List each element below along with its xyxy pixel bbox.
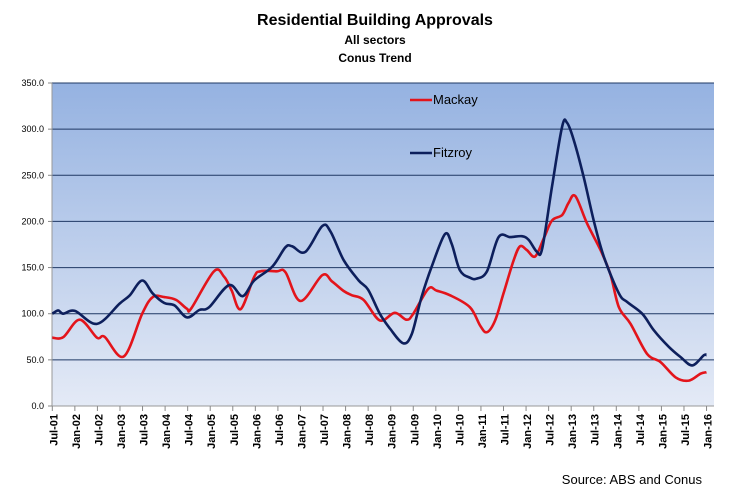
chart-title: Residential Building Approvals <box>257 12 493 29</box>
x-tick-label: Jul-11 <box>500 414 512 445</box>
x-tick-label: Jan-09 <box>387 414 399 449</box>
x-tick-label: Jan-05 <box>206 414 218 449</box>
x-tick-label: Jul-13 <box>590 414 602 446</box>
x-tick-label: Jan-13 <box>567 414 579 449</box>
y-tick-label: 50.0 <box>26 355 44 365</box>
source-note: Source: ABS and Conus <box>562 472 703 487</box>
x-tick-label: Jan-15 <box>657 414 669 449</box>
chart-subtitle-trend: Conus Trend <box>338 51 411 65</box>
x-tick-label: Jan-14 <box>612 413 624 449</box>
x-tick-label: Jan-16 <box>703 414 715 449</box>
legend-label-mackay: Mackay <box>433 92 478 107</box>
x-tick-label: Jan-06 <box>251 414 263 449</box>
series-line-fitzroy <box>51 118 708 367</box>
x-tick-label: Jul-09 <box>409 414 421 446</box>
chart-subtitle-sectors: All sectors <box>344 33 406 47</box>
y-tick-label: 200.0 <box>21 216 44 226</box>
y-tick-label: 100.0 <box>21 309 44 319</box>
x-tick-label: Jul-02 <box>93 414 105 446</box>
legend-label-fitzroy: Fitzroy <box>433 145 473 160</box>
x-tick-label: Jan-10 <box>432 414 444 449</box>
series-line-mackay <box>52 193 707 383</box>
x-tick-label: Jan-08 <box>342 414 354 449</box>
y-tick-label: 300.0 <box>21 124 44 134</box>
x-tick-label: Jul-04 <box>184 413 196 446</box>
y-tick-label: 350.0 <box>21 78 44 88</box>
y-tick-label: 0.0 <box>31 401 44 411</box>
x-tick-label: Jul-14 <box>635 413 647 446</box>
y-tick-label: 150.0 <box>21 263 44 273</box>
x-tick-label: Jan-02 <box>71 414 83 449</box>
x-tick-label: Jul-01 <box>48 414 60 446</box>
x-tick-label: Jul-05 <box>229 414 241 446</box>
x-tick-label: Jan-07 <box>296 414 308 449</box>
x-tick-label: Jul-06 <box>274 414 286 446</box>
plot-area <box>52 83 714 406</box>
x-tick-label: Jan-03 <box>116 414 128 449</box>
x-tick-label: Jul-12 <box>545 414 557 446</box>
x-tick-label: Jul-07 <box>319 414 331 446</box>
x-tick-label: Jan-11 <box>477 414 489 448</box>
x-tick-label: Jan-12 <box>522 414 534 449</box>
x-tick-label: Jan-04 <box>161 413 173 449</box>
x-tick-label: Jul-10 <box>454 414 466 446</box>
x-tick-label: Jul-08 <box>364 414 376 446</box>
x-tick-label: Jul-03 <box>139 414 151 446</box>
x-tick-label: Jul-15 <box>680 414 692 446</box>
y-tick-label: 250.0 <box>21 170 44 180</box>
